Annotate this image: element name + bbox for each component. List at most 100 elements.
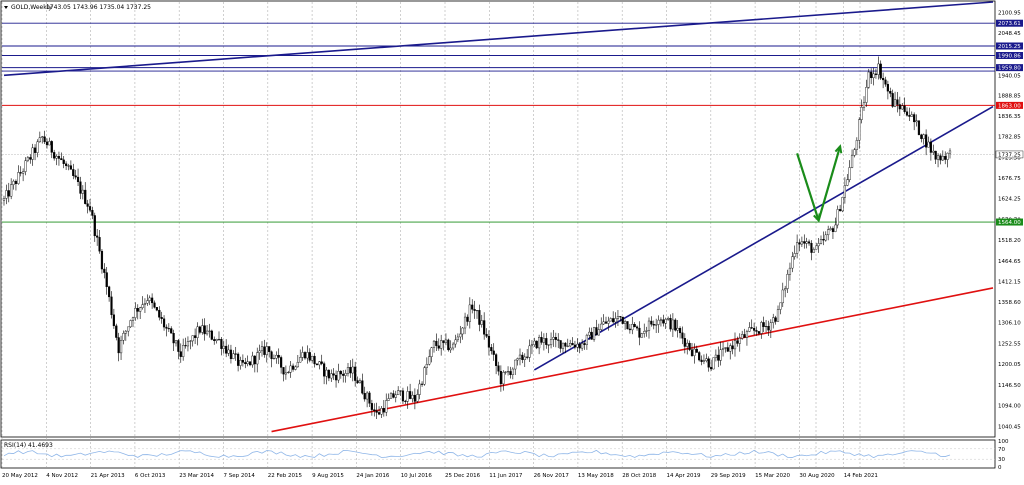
x-tick-label: 30 Aug 2020 (799, 473, 835, 479)
y-tick-label: 1306.10 (998, 321, 1021, 327)
candle-body (351, 366, 354, 374)
candle-body (690, 349, 694, 356)
candle-body (368, 392, 371, 404)
candle-body (344, 373, 347, 376)
candle-body (186, 341, 190, 347)
candle-body (315, 363, 319, 366)
candle-body (920, 134, 923, 139)
candle-body (726, 347, 729, 352)
candle-body (843, 185, 846, 198)
candle-body (346, 367, 350, 374)
candle-body (659, 319, 663, 321)
candle-body (299, 357, 302, 363)
candle-body (760, 322, 763, 334)
candle-body (487, 336, 491, 348)
candle-body (862, 102, 866, 108)
candle-body (547, 344, 550, 346)
candle-body (831, 228, 835, 232)
candle-body (652, 324, 655, 326)
candle-body (927, 141, 930, 148)
candle-body (588, 331, 591, 336)
candle-body (119, 340, 123, 354)
candle-body (590, 331, 593, 340)
candle-body (710, 367, 713, 370)
candle-body (609, 318, 612, 322)
candle-body (886, 83, 889, 92)
level-label-bg (996, 52, 1023, 60)
candle-body (55, 156, 58, 159)
candle-body (358, 380, 362, 384)
candle-body (468, 304, 471, 322)
candle-body (616, 316, 620, 319)
candle-body (480, 320, 483, 325)
candle-body (201, 325, 204, 333)
candle-body (399, 390, 402, 392)
candle-body (48, 141, 51, 146)
candle-body (542, 338, 545, 343)
level-label-bg (995, 150, 1024, 159)
candle-body (330, 373, 333, 379)
candle-body (165, 326, 168, 329)
candle-body (834, 224, 837, 232)
candle-body (155, 307, 158, 311)
candle-body (614, 318, 617, 323)
candle-body (538, 337, 541, 349)
candle-body (607, 320, 610, 324)
candle-body (182, 345, 185, 357)
candle-body (454, 339, 457, 345)
candle-body (929, 141, 932, 153)
y-tick-label: 1940.05 (998, 73, 1021, 79)
candle-body (442, 340, 445, 343)
candle-body (198, 326, 201, 333)
candle-body (382, 408, 385, 413)
candle-body (320, 361, 323, 364)
x-tick-label: 11 Jun 2017 (489, 473, 523, 479)
candle-body (738, 338, 741, 344)
candle-body (674, 319, 677, 331)
candle-body (846, 179, 849, 186)
candle-body (98, 237, 101, 252)
candle-body (922, 134, 925, 139)
candle-body (141, 304, 144, 308)
candle-body (411, 394, 414, 399)
candle-body (872, 73, 875, 79)
y-tick-label: 1676.75 (998, 176, 1021, 182)
candle-body (626, 321, 629, 330)
trendlines (3, 1, 994, 433)
candle-body (848, 167, 851, 180)
candle-body (523, 356, 526, 361)
level-label-bg (996, 101, 1023, 109)
candle-body (557, 339, 560, 341)
candle-body (318, 361, 321, 366)
candle-body (217, 338, 221, 340)
candle-body (389, 393, 393, 399)
candle-body (463, 316, 467, 329)
candle-body (76, 176, 80, 183)
candle-body (671, 319, 674, 330)
symbol-dropdown-icon[interactable] (4, 6, 8, 9)
candle-body (776, 309, 780, 322)
candle-body (177, 340, 180, 352)
candle-body (936, 155, 940, 160)
candle-body (325, 369, 328, 377)
candle-body (449, 347, 452, 351)
candle-body (944, 156, 947, 160)
candle-body (535, 340, 538, 349)
candle-body (600, 323, 603, 330)
candle-body (667, 318, 670, 320)
candle-body (784, 288, 787, 291)
candle-body (162, 318, 166, 328)
candle-body (117, 337, 120, 354)
candle-body (248, 361, 252, 366)
candle-body (717, 354, 720, 361)
candle-body (893, 99, 897, 107)
candle-body (284, 372, 287, 375)
candle-body (313, 355, 316, 365)
rsi-tick-label: 100 (998, 439, 1009, 445)
y-tick-label: 1358.60 (998, 300, 1021, 306)
candle-body (100, 250, 104, 270)
candle-body (404, 400, 407, 402)
candle-body (597, 329, 600, 336)
candle-body (258, 350, 261, 353)
candle-body (194, 335, 197, 338)
